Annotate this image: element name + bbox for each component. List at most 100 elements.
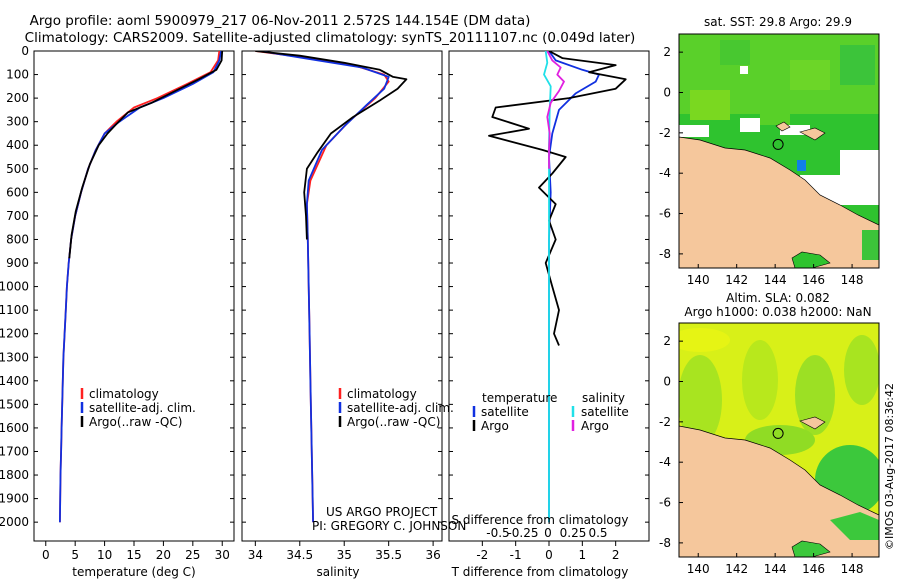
map-y-tick-label: -8 — [659, 247, 671, 261]
salinity-series — [255, 51, 408, 523]
sla-patch — [844, 335, 879, 405]
series-line — [68, 51, 224, 259]
map-y-tick-label: -6 — [659, 496, 671, 510]
map-y-tick-label: -8 — [659, 536, 671, 550]
sst-cloud — [740, 66, 748, 74]
temperature-panel: 0100200300400500600700800900100011001200… — [0, 44, 235, 579]
map-x-tick-label: 140 — [687, 562, 710, 576]
salinity-diff-tick-label: 0.25 — [560, 526, 587, 540]
salinity-diff-tick-label: 0.5 — [588, 526, 607, 540]
legend-label: satellite — [481, 405, 529, 419]
series-line — [255, 51, 408, 240]
x-tick-label: -2 — [476, 548, 488, 562]
map-y-tick-label: -6 — [659, 207, 671, 221]
legend-label: Argo — [481, 419, 509, 433]
sla-patch — [742, 340, 778, 420]
map-x-tick-label: 142 — [725, 562, 748, 576]
depth-tick-label: 300 — [6, 115, 29, 129]
x-tick-label: 34 — [248, 548, 263, 562]
temperature-x-axis: 0 5 10 15 20 25 30 — [42, 541, 230, 562]
sst-float-marker — [772, 138, 784, 150]
sla-map-title2: Argo h1000: 0.038 h2000: NaN — [684, 305, 871, 319]
legend-label: satellite-adj. clim. — [89, 401, 196, 415]
sla-inland-water — [791, 540, 831, 557]
legend-label: Argo(..raw -QC) — [89, 415, 182, 429]
sst-land — [679, 136, 879, 268]
sla-map-field — [679, 323, 879, 557]
sst-map-frame — [678, 33, 880, 269]
x-tick-label: 1 — [579, 548, 587, 562]
legend-label: Argo — [581, 419, 609, 433]
difference-xlabel-temperature: T difference from climatology — [451, 565, 629, 579]
sst-inland-water — [791, 251, 831, 268]
sst-map-title: sat. SST: 29.8 Argo: 29.9 — [704, 15, 852, 29]
map-y-tick-label: 0 — [663, 375, 671, 389]
x-tick-label: 35.5 — [375, 548, 402, 562]
credit-project: US ARGO PROJECT — [326, 505, 438, 519]
series-line — [546, 51, 565, 169]
legend-heading: temperature — [482, 391, 557, 405]
x-tick-label: 36 — [425, 548, 440, 562]
sst-map-axes: 140 142 144 146 148 2 0 -2 -4 -6 -8 — [659, 45, 863, 287]
sst-cloud — [740, 118, 760, 132]
legend-label: satellite — [581, 405, 629, 419]
sla-patch — [679, 355, 722, 445]
map-x-tick-label: 148 — [841, 562, 864, 576]
series-line — [59, 51, 221, 523]
depth-tick-label: 100 — [6, 68, 29, 82]
sla-land — [679, 425, 879, 557]
depth-tick-label: 1800 — [0, 468, 29, 482]
sla-map-frame — [678, 322, 880, 558]
sla-map-axes: 140 142 144 146 148 2 0 -2 -4 -6 -8 — [659, 334, 863, 576]
sla-map-title1: Altim. SLA: 0.082 — [726, 291, 830, 305]
sst-patch — [862, 230, 879, 260]
header-line1: Argo profile: aoml 5900979_217 06-Nov-20… — [30, 13, 531, 29]
depth-tick-label: 1400 — [0, 374, 29, 388]
series-line — [548, 51, 600, 523]
temperature-xlabel: temperature (deg C) — [72, 565, 195, 579]
map-x-tick-label: 144 — [764, 273, 787, 287]
difference-series — [488, 51, 627, 523]
sst-patch — [790, 60, 830, 90]
map-y-tick-label: -4 — [659, 166, 671, 180]
map-x-tick-label: 148 — [841, 273, 864, 287]
series-line — [255, 51, 390, 523]
x-tick-label: 0 — [42, 548, 50, 562]
map-x-tick-label: 142 — [725, 273, 748, 287]
depth-tick-label: 600 — [6, 185, 29, 199]
legend-label: climatology — [89, 387, 159, 401]
x-tick-label: 20 — [156, 548, 171, 562]
sst-map: sat. SST: 29.8 Argo: 29.9 1 — [659, 15, 880, 287]
sla-map: Altim. SLA: 0.082 Argo h1000: 0.038 h200… — [659, 291, 880, 576]
x-tick-label: 5 — [71, 548, 79, 562]
difference-x-axis: -2 -1 0 1 2 -0.5-0.25 0 0.25 0.5 — [476, 526, 619, 562]
depth-tick-label: 500 — [6, 162, 29, 176]
depth-tick-label: 1200 — [0, 327, 29, 341]
sst-cloud — [840, 150, 879, 180]
sla-island — [799, 416, 826, 430]
salinity-diff-tick-label: 0 — [544, 526, 552, 540]
x-tick-label: 2 — [612, 548, 620, 562]
depth-tick-label: 1000 — [0, 280, 29, 294]
depth-tick-label: 700 — [6, 209, 29, 223]
map-y-tick-label: 0 — [663, 86, 671, 100]
x-tick-label: 34.5 — [286, 548, 313, 562]
x-tick-label: 0 — [545, 548, 553, 562]
map-x-tick-label: 146 — [802, 273, 825, 287]
imos-credit: ©IMOS 03-Aug-2017 08:36:42 — [883, 383, 896, 550]
sla-patch — [830, 512, 879, 540]
sst-island — [799, 127, 826, 141]
series-line — [488, 51, 627, 346]
salinity-depth-ticks — [242, 50, 442, 523]
sst-cloud — [679, 125, 709, 137]
sst-patch — [840, 45, 875, 85]
legend-label: satellite-adj. clim. — [347, 401, 454, 415]
sst-cold-pixel — [797, 160, 806, 171]
salinity-diff-tick-label: -0.5 — [486, 526, 509, 540]
temperature-series — [59, 51, 224, 523]
depth-tick-label: 1700 — [0, 444, 29, 458]
legend-label: Argo(..raw -QC) — [347, 415, 440, 429]
map-y-tick-label: 2 — [663, 45, 671, 59]
